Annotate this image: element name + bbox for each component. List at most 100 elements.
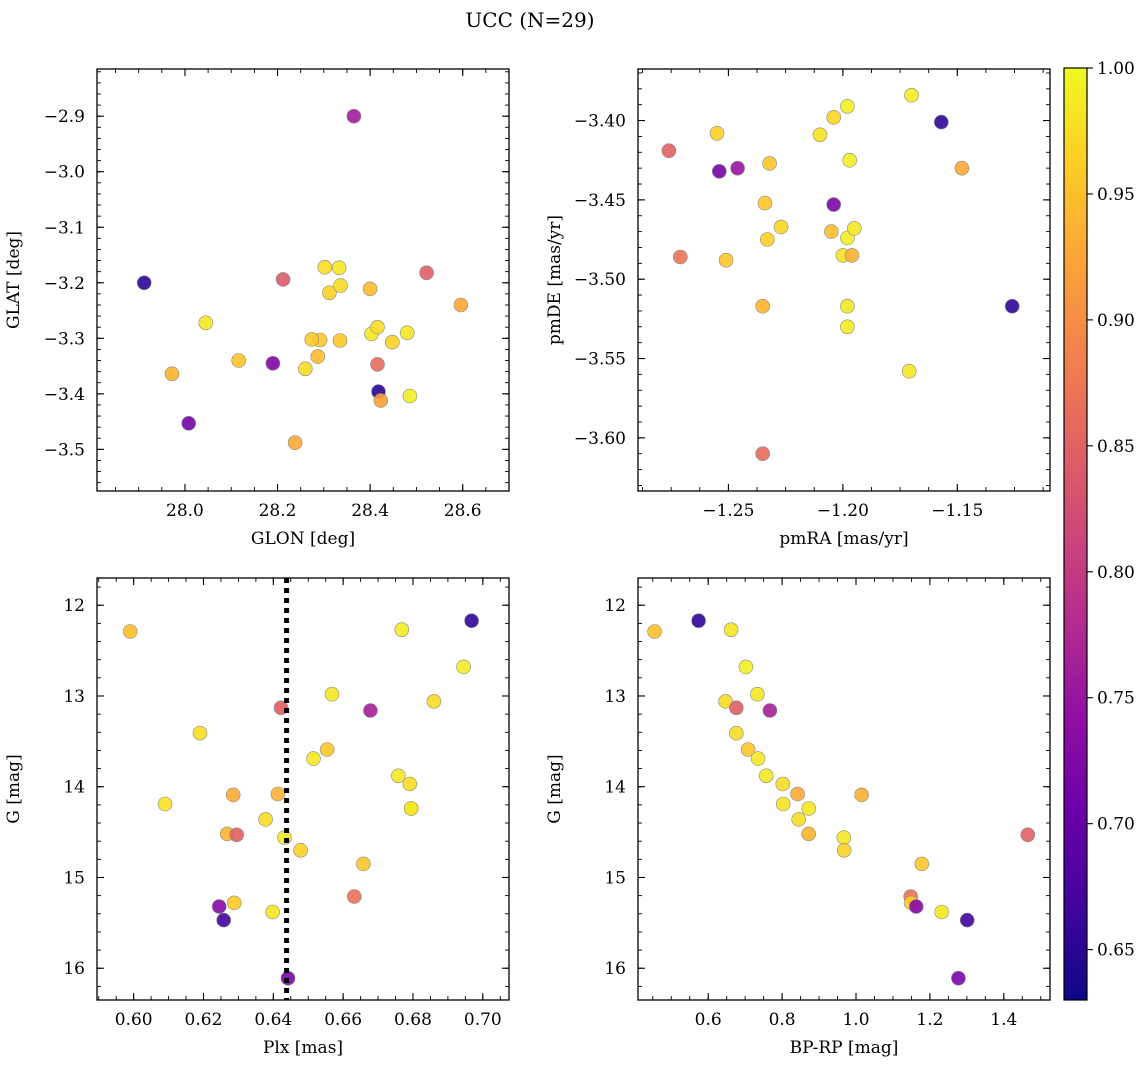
colorbar-tick-label: 1.00 [1097,59,1135,79]
data-point [844,248,860,263]
data-point [801,826,817,842]
data-point [842,152,858,168]
data-point [322,285,337,301]
data-point [402,776,418,792]
x-tick-label: 0.60 [115,1010,153,1030]
x-tick-label: 1.2 [916,1010,943,1030]
data-point [959,912,975,928]
data-point [750,686,765,702]
y-tick-label: 14 [63,778,85,798]
colorbar: 0.65 0.70 0.75 0.80 0.85 0.90 0.95 1.00 [1063,59,1135,1001]
data-point [908,899,924,914]
data-point [758,768,774,784]
panel-plx-g: 0.60 0.62 0.64 0.66 0.68 0.70 12 13 14 15 16 Plx [m… [4,577,510,1058]
y-axis-label: G [mag] [545,754,565,823]
y-axis-label: G [mag] [4,754,24,823]
scatter-points [136,108,469,451]
data-point [762,703,778,718]
x-tick-label: 0.66 [324,1010,362,1030]
data-point [790,786,805,802]
x-tick-label: 0.64 [254,1010,292,1030]
data-point [954,160,970,176]
data-point [840,99,855,114]
data-point [136,275,152,291]
data-point [791,812,807,827]
data-point [836,842,852,858]
data-point [122,624,138,639]
data-point [304,332,320,347]
x-tick-label: 28.2 [259,501,297,521]
data-point [755,298,771,314]
colorbar-tick-label: 0.95 [1097,185,1135,205]
y-tick-label: −3.2 [44,274,85,294]
axes-frame [637,68,1051,492]
x-tick-label: 0.68 [394,1010,432,1030]
data-point [363,703,378,718]
data-point [933,114,949,130]
y-tick-label: 16 [604,959,626,979]
data-point [775,776,791,792]
data-point [225,787,241,803]
data-point [181,415,196,431]
data-point [426,694,442,709]
data-point [951,970,966,986]
x-tick-label: −1.20 [817,501,869,521]
x-tick-label: −1.15 [931,501,983,521]
data-point [370,319,385,335]
data-point [718,252,734,268]
data-point [164,366,180,382]
y-tick-label: −3.55 [574,350,626,370]
data-point [346,889,362,904]
data-point [826,197,842,212]
data-point [332,333,348,348]
colorbar-tick-label: 0.80 [1097,563,1135,583]
colorbar-tick-label: 0.90 [1097,311,1135,331]
data-point [394,622,410,638]
y-tick-label: −3.50 [574,270,626,290]
x-tick-label: 1.4 [990,1010,1017,1030]
data-point [901,363,917,379]
x-axis-label: Plx [mas] [263,1038,343,1058]
axes-frame [96,577,510,1001]
data-point [738,659,754,675]
x-tick-label: 28.4 [351,501,389,521]
axes-frame [637,577,1051,1001]
axes-frame [96,68,510,492]
data-point [711,164,727,179]
data-point [840,298,855,314]
data-point [258,812,273,827]
data-point [216,912,231,928]
x-axis-label: BP-RP [mag] [790,1038,899,1058]
data-point [740,742,756,757]
data-point [755,446,771,462]
data-point [647,624,662,639]
data-point [402,388,418,404]
data-point [346,108,362,124]
data-point [1004,298,1020,314]
data-point [331,260,347,276]
data-point [934,904,950,920]
data-point [390,768,406,784]
data-point [453,297,469,313]
x-axis-label: GLON [deg] [251,529,355,549]
y-tick-label: −3.45 [574,191,626,211]
data-point [718,694,733,709]
data-point [775,796,791,812]
data-point [384,334,400,350]
data-point [356,856,371,872]
data-point [157,796,173,812]
y-tick-label: 12 [604,596,626,616]
x-tick-label: 0.70 [464,1010,502,1030]
x-tick-label: 28.0 [166,501,204,521]
data-point [759,232,775,247]
x-tick-label: 0.8 [769,1010,796,1030]
scatter-points [661,87,1020,462]
y-tick-label: −3.4 [44,385,85,405]
panel-pmra-pmde: −1.25 −1.20 −1.15 −3.60 −3.55 −3.50 −3.45 −3.40… [545,68,1051,549]
data-point [904,87,919,103]
data-point [297,361,313,377]
x-tick-label: 1.0 [842,1010,869,1030]
y-tick-label: −3.3 [44,329,85,349]
data-point [306,751,321,766]
data-point [854,787,869,803]
